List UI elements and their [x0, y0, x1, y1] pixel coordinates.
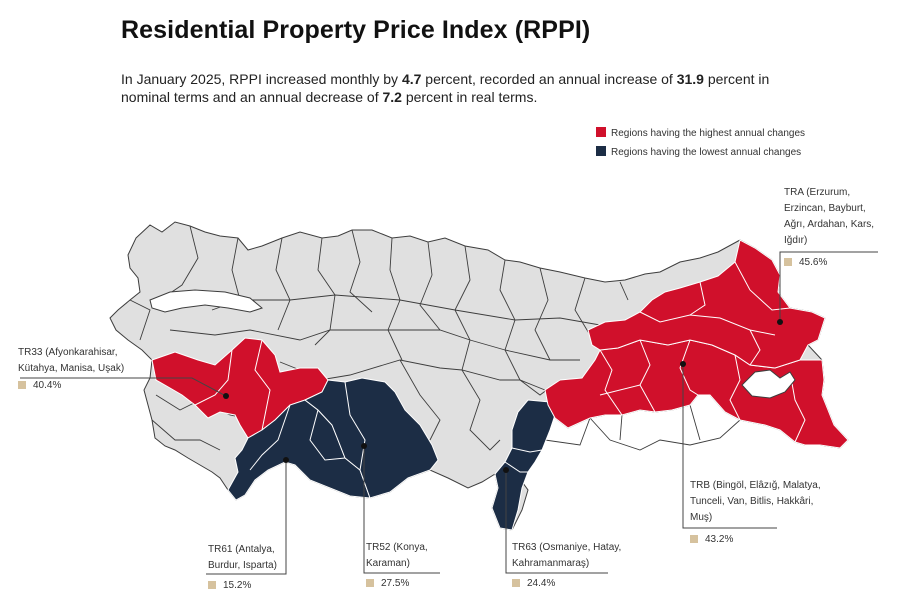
callout-tra: TRA (Erzurum, Erzincan, Bayburt, Ağrı, A…	[784, 185, 874, 271]
callout-tr61: TR61 (Antalya, Burdur, Isparta) 15.2%	[208, 542, 277, 594]
region-tr52	[304, 377, 439, 499]
callout-tr63: TR63 (Osmaniye, Hatay, Kahramanmaraş) 24…	[512, 540, 621, 592]
value-tr63: 24.4%	[512, 576, 621, 592]
marker-tr63	[503, 467, 509, 473]
annual-nominal-value: 31.9	[676, 71, 704, 87]
value-marker	[366, 579, 374, 587]
value-marker	[208, 581, 216, 589]
marker-tr33	[223, 393, 229, 399]
callout-tr33: TR33 (Afyonkarahisar, Kütahya, Manisa, U…	[18, 345, 124, 394]
callout-leader-lines	[20, 251, 878, 575]
callout-trb: TRB (Bingöl, Elâzığ, Malatya, Tunceli, V…	[690, 478, 821, 548]
leader-trb	[682, 364, 777, 529]
value-tr33: 40.4%	[18, 378, 124, 394]
lake-van	[741, 369, 796, 399]
leader-tr33	[20, 377, 227, 397]
value-tra: 45.6%	[784, 255, 874, 271]
value-marker	[690, 535, 698, 543]
marker-tr52	[361, 443, 367, 449]
summary-text: In January 2025, RPPI increased monthly …	[121, 71, 770, 105]
annual-real-value: 7.2	[382, 89, 402, 105]
legend-item-highest: Regions having the highest annual change…	[596, 127, 805, 139]
marker-tr61	[283, 457, 289, 463]
leader-tr61	[206, 460, 287, 575]
monthly-change-value: 4.7	[401, 71, 422, 87]
callout-tr52: TR52 (Konya, Karaman) 27.5%	[366, 540, 428, 592]
marker-trb	[680, 361, 686, 367]
region-tra	[587, 239, 826, 369]
value-marker	[784, 258, 792, 266]
value-tr61: 15.2%	[208, 578, 277, 594]
legend-swatch-lowest	[596, 146, 606, 156]
value-tr52: 27.5%	[366, 576, 428, 592]
leader-tr52	[363, 446, 440, 574]
legend-swatch-highest	[596, 127, 606, 137]
page-title: Residential Property Price Index (RPPI)	[121, 16, 591, 44]
value-marker	[18, 381, 26, 389]
value-marker	[512, 579, 520, 587]
legend-item-lowest: Regions having the lowest annual changes	[596, 146, 801, 158]
marker-tra	[777, 319, 783, 325]
leader-tra	[779, 251, 878, 322]
value-trb: 43.2%	[690, 532, 821, 548]
sea-of-marmara	[149, 289, 264, 313]
region-center-markers	[223, 319, 783, 473]
leader-tr63	[505, 470, 608, 574]
region-province-borders	[194, 261, 806, 473]
